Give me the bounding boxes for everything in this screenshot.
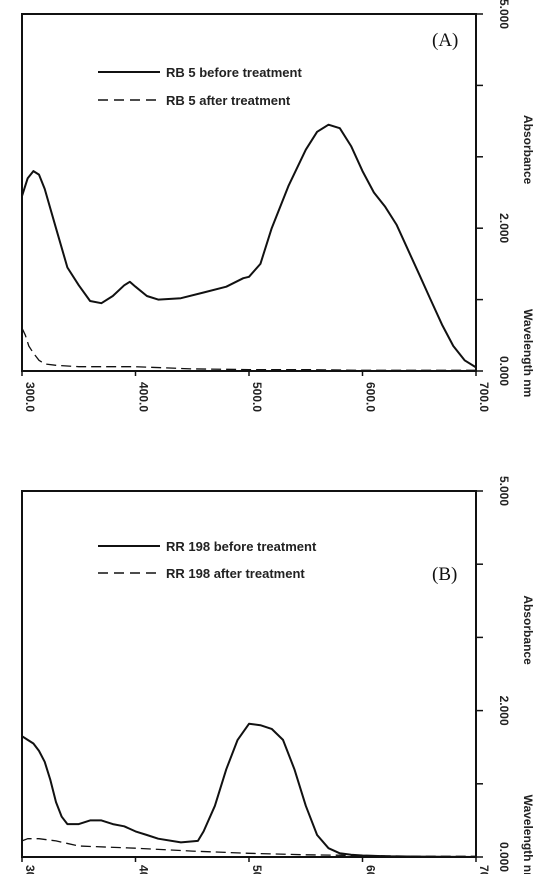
x-tick-label: 600.0 (364, 865, 378, 874)
legend-label-after: RB 5 after treatment (166, 93, 291, 108)
y-axis-title: Absorbance (521, 115, 535, 185)
x-tick-label: 300.0 (23, 865, 37, 874)
chart-panel-b: (B) RR 198 before treatment RR 198 after… (21, 476, 535, 874)
legend-label-before: RR 198 before treatment (166, 539, 317, 554)
y-tick-label: 5.000 (497, 476, 511, 506)
y-tick-label: 2.000 (497, 213, 511, 243)
x-tick-label: 400.0 (137, 865, 151, 874)
series-lines (21, 123, 477, 371)
y-tick-label: 0.000 (497, 356, 511, 386)
chart-panel-a: (A) RB 5 before treatment RB 5 after tre… (21, 0, 535, 412)
x-tick-label: 300.0 (23, 382, 37, 412)
panel-label: (B) (432, 564, 457, 585)
y-tick-label: 5.000 (497, 0, 511, 29)
panel-label: (A) (432, 30, 458, 51)
x-tick-label: 500.0 (250, 382, 264, 412)
x-axis-title: Wavelength nm (521, 795, 535, 874)
axis-ticks: 0.000 2.000 5.000 300.0 400.0 500.0 600.0 700.0 (21, 0, 511, 412)
series-before-treatment (21, 123, 477, 369)
legend-label-after: RR 198 after treatment (166, 566, 305, 581)
x-tick-label: 400.0 (137, 382, 151, 412)
series-after-treatment (21, 838, 476, 857)
legend: RR 198 before treatment RR 198 after tre… (98, 539, 317, 581)
series-lines (21, 722, 477, 858)
series-after-treatment (21, 327, 476, 371)
y-axis-title: Absorbance (521, 595, 535, 665)
x-tick-label: 500.0 (250, 865, 264, 874)
series-before-treatment (21, 722, 477, 858)
y-tick-label: 2.000 (497, 696, 511, 726)
axis-ticks: 0.000 2.000 5.000 300.0 400.0 500.0 600.0 700.0 (21, 476, 511, 874)
x-tick-label: 700.0 (477, 382, 491, 412)
legend: RB 5 before treatment RB 5 after treatme… (98, 65, 302, 108)
x-tick-label: 600.0 (364, 382, 378, 412)
y-tick-label: 0.000 (497, 842, 511, 872)
x-tick-label: 700.0 (477, 865, 491, 874)
x-axis-title: Wavelength nm (521, 309, 535, 397)
legend-label-before: RB 5 before treatment (166, 65, 302, 80)
